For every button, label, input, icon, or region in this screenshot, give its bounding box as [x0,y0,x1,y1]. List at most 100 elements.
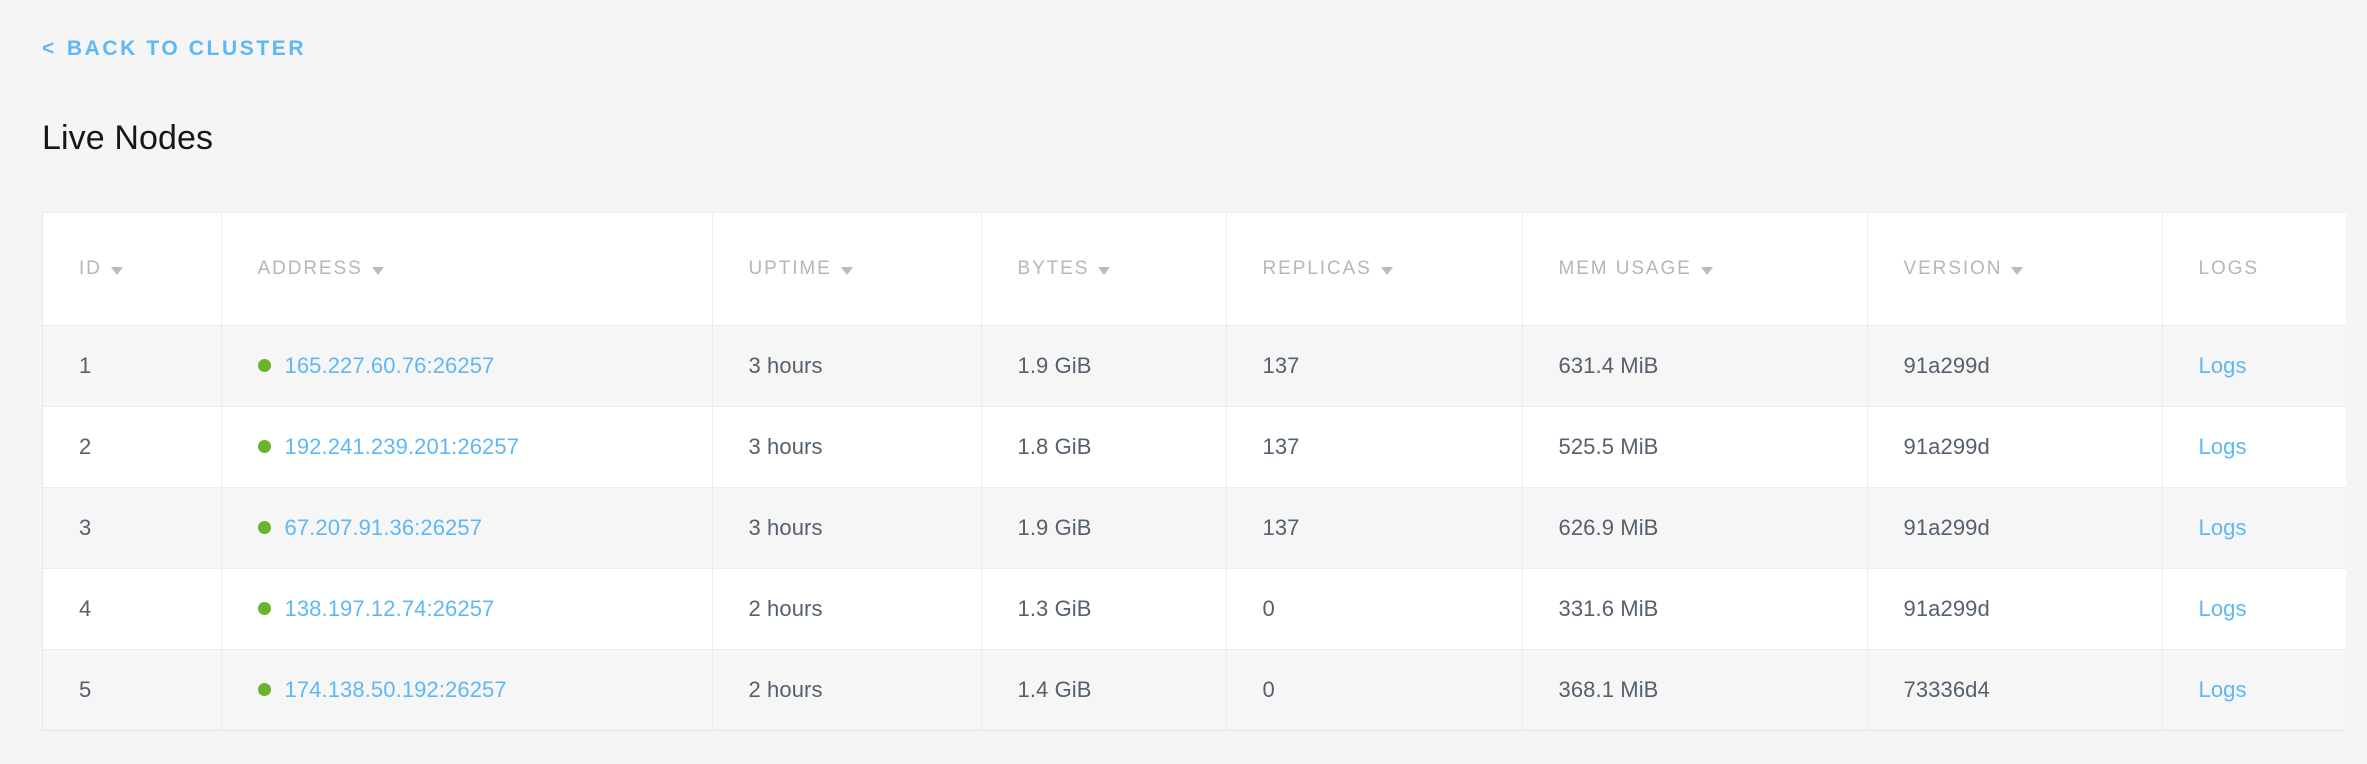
cell-bytes: 1.9 GiB [981,325,1227,407]
cell-value-id: 1 [79,352,92,378]
column-header-label: MEM USAGE [1558,257,1692,279]
node-logs-link[interactable]: Logs [2198,595,2247,621]
table-row: 5 174.138.50.192:26257 2 hours 1.4 GiB 0 368.… [43,649,2346,730]
column-header-label: BYTES [1017,257,1090,279]
sort-caret-down-icon[interactable] [110,266,123,275]
column-header-label: ID [79,257,102,279]
sort-caret-down-icon[interactable] [2011,266,2024,275]
cell-mem: 331.6 MiB [1522,568,1868,650]
sort-caret-down-icon[interactable] [1380,266,1393,275]
cell-address: 192.241.239.201:26257 [221,406,713,488]
cell-replicas: 137 [1226,325,1523,407]
column-header-label: UPTIME [748,257,832,279]
column-header-inner: MEM USAGE [1559,258,1713,280]
cell-address: 138.197.12.74:26257 [221,568,713,650]
cell-value-replicas: 137 [1262,352,1300,378]
cell-uptime: 2 hours [712,649,982,730]
column-header-id[interactable]: ID [43,213,222,326]
cell-value-id: 4 [79,595,92,621]
cell-address: 165.227.60.76:26257 [221,325,713,407]
cell-value-mem: 525.5 MiB [1558,433,1659,459]
column-header-inner: ID [79,258,123,280]
cell-mem: 368.1 MiB [1522,649,1868,730]
column-header-uptime[interactable]: UPTIME [712,213,982,326]
cell-logs: Logs [2162,649,2346,730]
table-row: 3 67.207.91.36:26257 3 hours 1.9 GiB 137 626.… [43,487,2346,569]
cell-value-version: 73336d4 [1903,676,1990,702]
cell-version: 91a299d [1867,325,2163,407]
node-logs-link[interactable]: Logs [2198,433,2247,459]
cell-value-id: 2 [79,433,92,459]
address-cell: 138.197.12.74:26257 [257,595,712,622]
cell-mem: 631.4 MiB [1522,325,1868,407]
node-address-link[interactable]: 174.138.50.192:26257 [284,676,507,702]
address-cell: 165.227.60.76:26257 [257,352,712,379]
cell-value-version: 91a299d [1903,595,1990,621]
cell-value-id: 5 [79,676,92,702]
node-logs-link[interactable]: Logs [2198,352,2247,378]
table-row: 1 165.227.60.76:26257 3 hours 1.9 GiB 137 631… [43,325,2346,407]
node-address-link[interactable]: 138.197.12.74:26257 [284,595,495,621]
sort-caret-down-icon[interactable] [1098,266,1111,275]
column-header-label: REPLICAS [1262,257,1372,279]
column-header-replicas[interactable]: REPLICAS [1226,213,1523,326]
cell-value-uptime: 3 hours [748,433,823,459]
cell-value-bytes: 1.4 GiB [1017,676,1092,702]
node-logs-link[interactable]: Logs [2198,676,2247,702]
cell-mem: 525.5 MiB [1522,406,1868,488]
column-header-logs: LOGS [2162,213,2346,326]
cell-id: 3 [43,487,222,569]
chevron-left-icon: < [42,37,57,60]
cell-value-replicas: 137 [1262,433,1300,459]
cell-bytes: 1.3 GiB [981,568,1227,650]
cell-value-uptime: 3 hours [748,352,823,378]
table-row: 2 192.241.239.201:26257 3 hours 1.8 GiB 137 5… [43,406,2346,488]
column-header-inner: LOGS [2199,258,2259,280]
cell-replicas: 0 [1226,649,1523,730]
cell-value-id: 3 [79,514,92,540]
cell-logs: Logs [2162,406,2346,488]
cell-logs: Logs [2162,325,2346,407]
live-nodes-table-container: ID ADDRESS UPTIME BYTES REPLICAS MEM USAGE VER… [42,212,2346,731]
cell-value-version: 91a299d [1903,352,1990,378]
column-header-address[interactable]: ADDRESS [221,213,713,326]
cell-id: 4 [43,568,222,650]
node-address-link[interactable]: 67.207.91.36:26257 [284,514,483,540]
back-to-cluster-label: BACK TO CLUSTER [66,37,307,60]
table-header-row: ID ADDRESS UPTIME BYTES REPLICAS MEM USAGE VER… [43,213,2346,326]
cell-uptime: 3 hours [712,487,982,569]
node-address-link[interactable]: 165.227.60.76:26257 [284,352,495,378]
cell-replicas: 137 [1226,406,1523,488]
cell-uptime: 3 hours [712,406,982,488]
cell-value-uptime: 3 hours [748,514,823,540]
cell-logs: Logs [2162,487,2346,569]
table-body: 1 165.227.60.76:26257 3 hours 1.9 GiB 137 631… [43,325,2346,730]
column-header-inner: UPTIME [749,258,853,280]
column-header-version[interactable]: VERSION [1867,213,2163,326]
sort-caret-down-icon[interactable] [371,266,384,275]
node-status-dot-icon [257,602,271,615]
node-address-link[interactable]: 192.241.239.201:26257 [284,433,520,459]
column-header-mem[interactable]: MEM USAGE [1522,213,1868,326]
address-cell: 192.241.239.201:26257 [257,433,712,460]
sort-caret-down-icon[interactable] [1700,266,1713,275]
cell-value-replicas: 0 [1262,595,1275,621]
cell-id: 1 [43,325,222,407]
column-header-label: LOGS [2198,257,2259,279]
cell-value-version: 91a299d [1903,514,1990,540]
back-to-cluster-link[interactable]: < BACK TO CLUSTER [42,38,306,59]
column-header-bytes[interactable]: BYTES [981,213,1227,326]
table-row: 4 138.197.12.74:26257 2 hours 1.3 GiB 0 331.6… [43,568,2346,650]
sort-caret-down-icon[interactable] [840,266,853,275]
cell-id: 2 [43,406,222,488]
cell-bytes: 1.4 GiB [981,649,1227,730]
address-cell: 67.207.91.36:26257 [257,514,712,541]
column-header-inner: ADDRESS [258,258,384,280]
cell-bytes: 1.8 GiB [981,406,1227,488]
cell-replicas: 137 [1226,487,1523,569]
cell-value-mem: 331.6 MiB [1558,595,1659,621]
cell-value-uptime: 2 hours [748,595,823,621]
cell-version: 91a299d [1867,487,2163,569]
node-logs-link[interactable]: Logs [2198,514,2247,540]
